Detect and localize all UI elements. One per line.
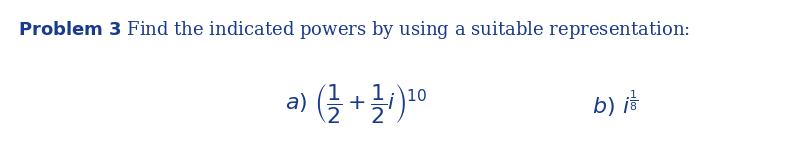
Text: $\mathbf{Problem\ 3}$ Find the indicated powers by using a suitable representati: $\mathbf{Problem\ 3}$ Find the indicated… [18, 19, 690, 41]
Text: $b)\ i^{\frac{1}{8}}$: $b)\ i^{\frac{1}{8}}$ [592, 88, 639, 119]
Text: $a)\ \left(\dfrac{1}{2}+\dfrac{1}{2}i\right)^{10}$: $a)\ \left(\dfrac{1}{2}+\dfrac{1}{2}i\ri… [285, 82, 428, 125]
